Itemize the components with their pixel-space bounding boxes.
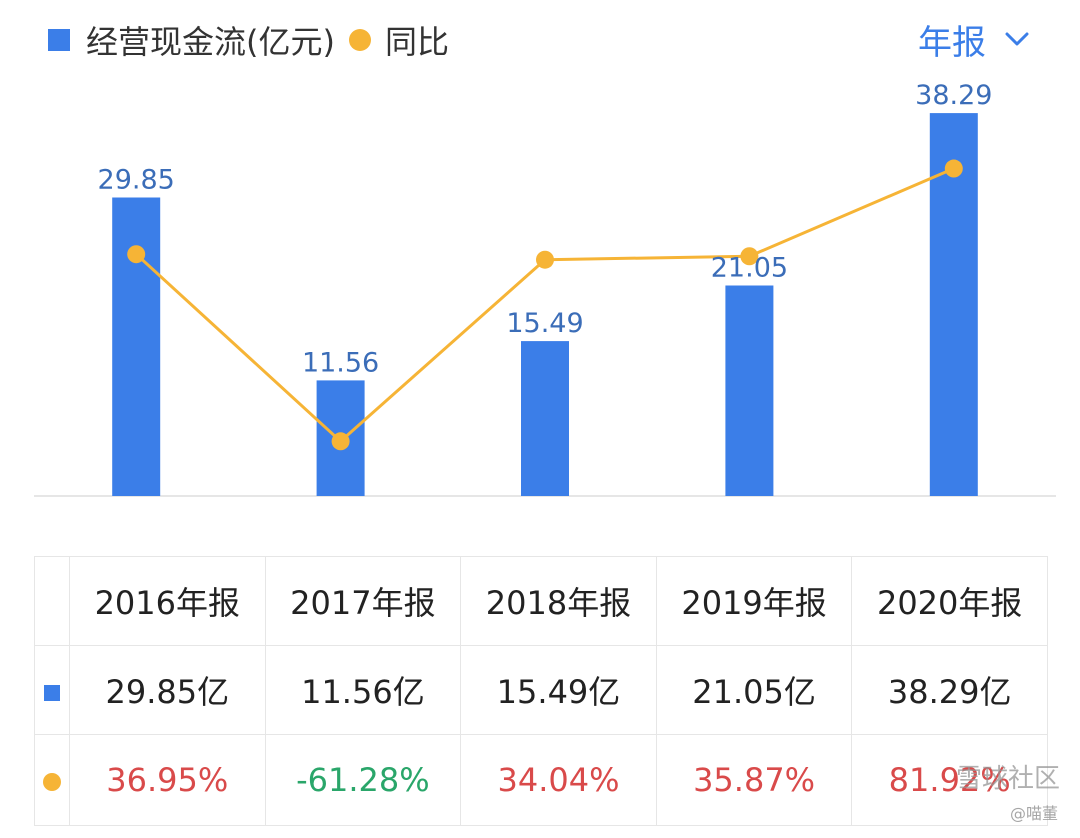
growth-point-2020年报 <box>944 159 963 178</box>
table-header-row: 2016年报 2017年报 2018年报 2019年报 2020年报 <box>34 556 1048 646</box>
watermark-author: @喵董 <box>1009 804 1058 823</box>
growth-point-2017年报 <box>331 432 350 451</box>
bar-value-label: 21.05 <box>711 253 788 284</box>
bar-value-label: 29.85 <box>98 165 175 196</box>
chevron-down-icon <box>1005 32 1029 46</box>
legend-bar-swatch <box>48 29 70 51</box>
data-table: 2016年报 2017年报 2018年报 2019年报 2020年报 29.85… <box>34 556 1048 826</box>
cash-flow-chart: 29.85 11.56 15.49 21.05 38.29 <box>34 80 1056 497</box>
bar-series-marker-icon <box>44 685 60 701</box>
table-growth-cell: -61.28% <box>264 734 462 826</box>
bar-value-label: 38.29 <box>915 80 992 111</box>
table-growth-cell: 36.95% <box>69 734 266 826</box>
line-series-marker-icon <box>43 773 61 791</box>
table-growth-row: 36.95% -61.28% 34.04% 35.87% 81.92% <box>34 734 1048 826</box>
table-value-cell: 21.05亿 <box>655 645 853 735</box>
bar-value-label: 15.49 <box>506 308 583 339</box>
period-selector-value: 年报 <box>918 22 986 63</box>
legend-bar-label: 经营现金流(亿元) <box>86 23 335 61</box>
table-value-row: 29.85亿 11.56亿 15.49亿 21.05亿 38.29亿 <box>34 645 1048 735</box>
table-header-cell: 2020年报 <box>851 556 1048 646</box>
bar-value-label: 11.56 <box>302 347 379 378</box>
watermark-logo-text: 雪球社区 <box>955 764 1060 794</box>
table-row-marker <box>34 645 70 735</box>
table-value-cell: 38.29亿 <box>851 645 1048 735</box>
table-value-cell: 29.85亿 <box>69 645 266 735</box>
table-header-cell: 2016年报 <box>69 556 266 646</box>
table-growth-cell: 35.87% <box>655 734 853 826</box>
table-header-cell: 2019年报 <box>655 556 853 646</box>
chart-legend: 经营现金流(亿元) 同比 <box>48 18 449 62</box>
table-header-cell: 2017年报 <box>264 556 462 646</box>
table-value-cell: 11.56亿 <box>264 645 462 735</box>
table-value-cell: 15.49亿 <box>460 645 657 735</box>
growth-point-2018年报 <box>536 250 554 269</box>
bar-2019年报 <box>725 285 774 496</box>
table-row-marker <box>34 734 70 826</box>
period-selector[interactable]: 年报 <box>918 16 1030 63</box>
table-header-cell: 2018年报 <box>460 556 657 646</box>
table-growth-cell: 81.92% <box>851 734 1048 826</box>
legend-line-swatch <box>348 29 371 51</box>
legend-line-label: 同比 <box>384 23 449 61</box>
growth-point-2016年报 <box>127 245 146 264</box>
table-corner-cell <box>34 556 70 646</box>
growth-point-2019年报 <box>740 247 759 266</box>
table-growth-cell: 34.04% <box>460 734 657 826</box>
bar-2018年报 <box>521 341 569 496</box>
bar-2016年报 <box>112 197 161 496</box>
